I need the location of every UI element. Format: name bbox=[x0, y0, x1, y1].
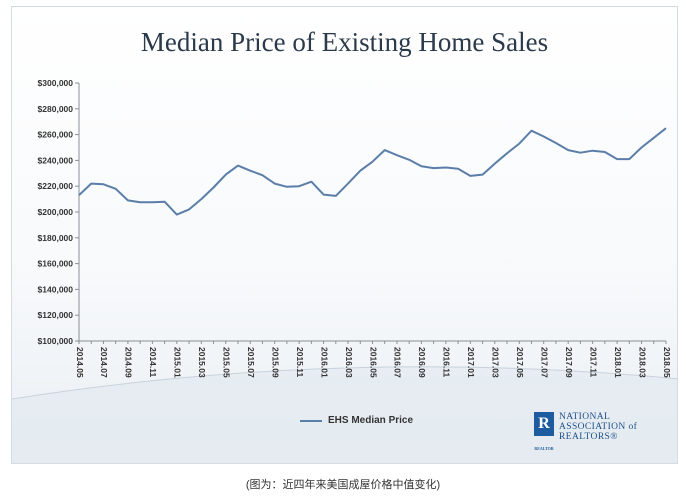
logo-text: NATIONAL ASSOCIATION of REALTORS® bbox=[559, 412, 637, 442]
y-tick-label: $260,000 bbox=[38, 130, 74, 140]
x-tick-label: 2016.09 bbox=[417, 347, 427, 378]
legend-line-swatch bbox=[300, 419, 322, 422]
x-tick-label: 2017.07 bbox=[539, 347, 549, 378]
logo-line-2: ASSOCIATION of bbox=[559, 422, 638, 432]
chart-title: Median Price of Existing Home Sales bbox=[140, 27, 549, 57]
x-tick-label: 2017.05 bbox=[515, 347, 525, 378]
nar-logo: R REALTOR NATIONAL ASSOCIATION of REALTO… bbox=[534, 412, 637, 451]
decorative-swoosh-edge bbox=[12, 366, 677, 400]
y-tick-label: $120,000 bbox=[38, 310, 74, 320]
y-tick-label: $180,000 bbox=[38, 233, 74, 243]
y-tick-label: $100,000 bbox=[38, 336, 74, 346]
x-tick-label: 2016.07 bbox=[393, 347, 403, 378]
legend-label: EHS Median Price bbox=[328, 415, 414, 426]
y-tick-label: $300,000 bbox=[38, 78, 74, 88]
x-tick-label: 2018.05 bbox=[662, 347, 672, 378]
y-tick-label: $280,000 bbox=[38, 104, 74, 114]
x-tick-label: 2015.01 bbox=[173, 347, 183, 378]
x-tick-label: 2017.11 bbox=[588, 347, 598, 378]
x-tick-label: 2014.11 bbox=[148, 347, 158, 378]
legend: EHS Median Price bbox=[300, 415, 413, 426]
decorative-swoosh bbox=[12, 366, 677, 463]
series-line-ehs-median-price bbox=[78, 127, 667, 216]
y-tick-label: $140,000 bbox=[38, 284, 74, 294]
figure-caption: (图为：近四年来美国成屋价格中值变化) bbox=[245, 479, 441, 491]
x-tick-label: 2016.03 bbox=[344, 347, 354, 378]
logo-line-1: NATIONAL bbox=[559, 412, 611, 422]
x-tick-label: 2015.03 bbox=[197, 347, 207, 378]
y-tick-label: $240,000 bbox=[38, 155, 74, 165]
x-tick-label: 2014.07 bbox=[99, 347, 109, 378]
realtor-r-logo-mark: R REALTOR bbox=[534, 412, 554, 451]
x-tick-label: 2018.01 bbox=[613, 347, 623, 378]
chart-frame: Median Price of Existing Home Sales $100… bbox=[11, 6, 678, 464]
x-tick-label: 2016.01 bbox=[319, 347, 329, 378]
x-tick-label: 2016.11 bbox=[442, 347, 452, 378]
line-chart: $100,000 $120,000 $140,000 $160,000 $180,000… bbox=[12, 78, 677, 463]
x-tick-label: 2015.07 bbox=[246, 347, 256, 378]
y-tick-label: $220,000 bbox=[38, 181, 74, 191]
x-tick-label: 2017.03 bbox=[491, 347, 501, 378]
x-tick-label: 2017.09 bbox=[564, 347, 574, 378]
x-tick-label: 2018.03 bbox=[637, 347, 647, 378]
x-tick-label: 2014.09 bbox=[124, 347, 134, 378]
logo-mark-letter: R bbox=[538, 415, 550, 432]
x-tick-label: 2015.05 bbox=[222, 347, 232, 378]
logo-line-3: REALTORS® bbox=[559, 432, 618, 442]
x-tick-label: 2015.09 bbox=[270, 347, 280, 378]
logo-mark-sub: REALTOR bbox=[534, 446, 554, 451]
y-tick-label: $200,000 bbox=[38, 207, 74, 217]
x-tick-label: 2017.01 bbox=[466, 347, 476, 378]
x-tick-label: 2014.05 bbox=[75, 347, 85, 378]
x-tick-label: 2016.05 bbox=[368, 347, 378, 378]
x-tick-label: 2015.11 bbox=[295, 347, 305, 378]
y-tick-label: $160,000 bbox=[38, 259, 74, 269]
